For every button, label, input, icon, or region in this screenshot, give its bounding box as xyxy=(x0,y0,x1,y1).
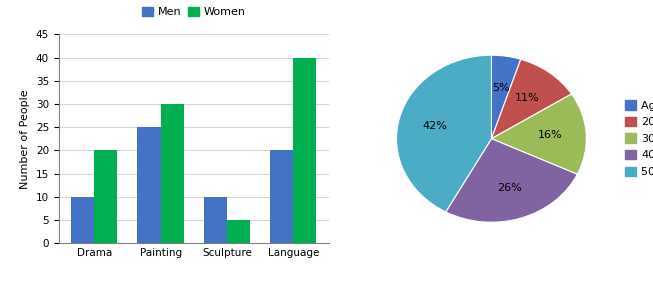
Legend: Aged under 20, 20-29, 30-39, 40-49, 50 or over: Aged under 20, 20-29, 30-39, 40-49, 50 o… xyxy=(620,96,653,182)
Wedge shape xyxy=(446,139,577,222)
Wedge shape xyxy=(396,55,492,212)
Y-axis label: Number of People: Number of People xyxy=(20,89,30,188)
Bar xyxy=(227,220,250,243)
Text: 5%: 5% xyxy=(492,83,509,93)
Bar xyxy=(71,197,94,243)
Wedge shape xyxy=(492,59,571,139)
Wedge shape xyxy=(492,94,586,174)
Bar xyxy=(137,127,161,243)
Text: 16%: 16% xyxy=(538,130,562,140)
Text: 26%: 26% xyxy=(497,183,522,193)
Text: 42%: 42% xyxy=(422,121,447,131)
Bar xyxy=(94,150,118,243)
Bar xyxy=(204,197,227,243)
Bar xyxy=(270,150,293,243)
Text: 11%: 11% xyxy=(515,93,540,103)
Legend: Men, Women: Men, Women xyxy=(138,2,250,22)
Wedge shape xyxy=(492,55,520,139)
Bar xyxy=(161,104,183,243)
Bar xyxy=(293,57,317,243)
